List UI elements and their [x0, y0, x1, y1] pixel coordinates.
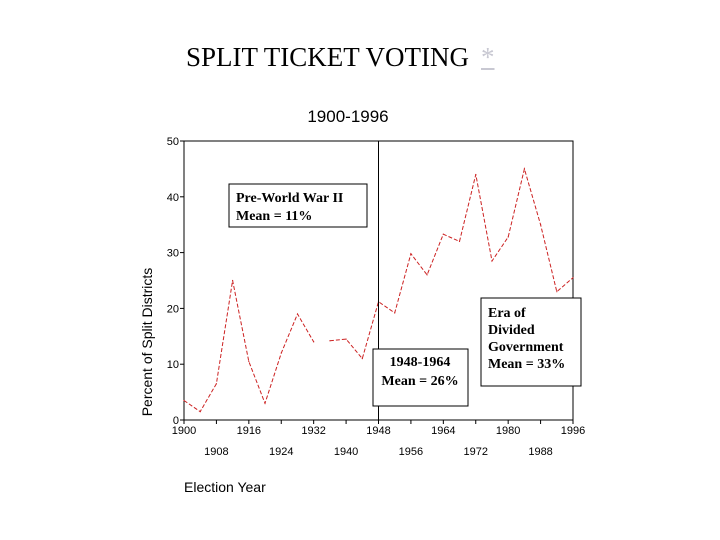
series-line-segment — [329, 166, 574, 360]
x-tick-label: 1924 — [269, 446, 293, 458]
annotation-divided: Era of Divided Government Mean = 33% — [480, 297, 582, 387]
slide-title: SPLIT TICKET VOTING * — [186, 42, 495, 73]
data-point — [556, 291, 558, 293]
data-point — [248, 360, 250, 362]
data-point — [507, 236, 509, 238]
data-point — [394, 312, 396, 314]
data-point — [345, 338, 347, 340]
data-point — [264, 402, 266, 404]
x-tick-label: 1964 — [431, 425, 455, 437]
y-tick-label: 40 — [167, 192, 179, 204]
annotation-divided-line3: Government — [488, 340, 564, 355]
data-point — [361, 358, 363, 360]
x-tick-label: 1940 — [334, 446, 358, 458]
annotation-prewar-box — [228, 183, 368, 228]
data-point — [329, 340, 331, 342]
x-tick-label: 1996 — [561, 425, 585, 437]
data-point — [215, 383, 217, 385]
annotation-divided-box — [480, 297, 582, 387]
data-point — [410, 253, 412, 255]
y-tick-label: 30 — [167, 248, 179, 260]
data-point — [232, 279, 234, 282]
data-point — [296, 313, 299, 315]
x-axis-label: Election Year — [184, 479, 266, 495]
data-point — [458, 240, 461, 242]
x-tick-label: 1956 — [399, 446, 423, 458]
x-tick-label: 1908 — [204, 446, 228, 458]
data-point — [523, 168, 526, 170]
data-point — [183, 399, 185, 402]
annotation-prewar-line1: Pre-World War II — [236, 191, 343, 206]
x-tick-label: 1948 — [366, 425, 390, 437]
data-point — [442, 233, 444, 235]
annotation-postwar-box — [372, 348, 469, 407]
annotation-prewar-line2: Mean = 11% — [236, 209, 312, 224]
annotation-postwar: 1948-1964 Mean = 26% — [372, 348, 469, 407]
y-tick-label: 0 — [173, 415, 179, 427]
x-tick-label: 1988 — [528, 446, 552, 458]
annotation-divided-line4: Mean = 33% — [488, 357, 565, 372]
data-point — [475, 173, 477, 176]
chart-title: 1900-1996 — [307, 107, 388, 126]
data-point — [199, 411, 201, 413]
data-point — [280, 352, 282, 354]
annotation-postwar-line1: 1948-1964 — [390, 355, 451, 370]
y-tick-label: 10 — [167, 359, 179, 371]
annotation-postwar-line2: Mean = 26% — [381, 374, 458, 389]
data-point — [572, 277, 574, 279]
annotation-divided-line2: Divided — [488, 323, 535, 338]
x-tick-label: 1980 — [496, 425, 520, 437]
y-tick-label: 50 — [167, 136, 179, 148]
data-point — [491, 260, 493, 262]
slide-title-text: SPLIT TICKET VOTING — [186, 42, 470, 72]
x-tick-label: 1916 — [237, 425, 261, 437]
data-point — [313, 341, 315, 343]
x-tick-label: 1972 — [464, 446, 488, 458]
x-tick-label: 1932 — [301, 425, 325, 437]
y-axis-label: Percent of Split Districts — [139, 268, 155, 417]
series-line-segment — [183, 280, 315, 413]
annotation-divided-line1: Era of — [488, 306, 526, 321]
footnote-link[interactable]: * — [481, 42, 495, 72]
annotation-prewar: Pre-World War II Mean = 11% — [228, 183, 368, 228]
y-tick-label: 20 — [167, 303, 179, 315]
x-tick-label: 1900 — [172, 425, 196, 437]
data-point — [426, 274, 428, 276]
x-ticks: 1900 1916 1932 1948 1964 1980 1996 1908 1924 1940… — [172, 420, 585, 458]
y-ticks: 0 10 20 30 40 50 — [167, 136, 184, 427]
data-point — [540, 224, 542, 226]
